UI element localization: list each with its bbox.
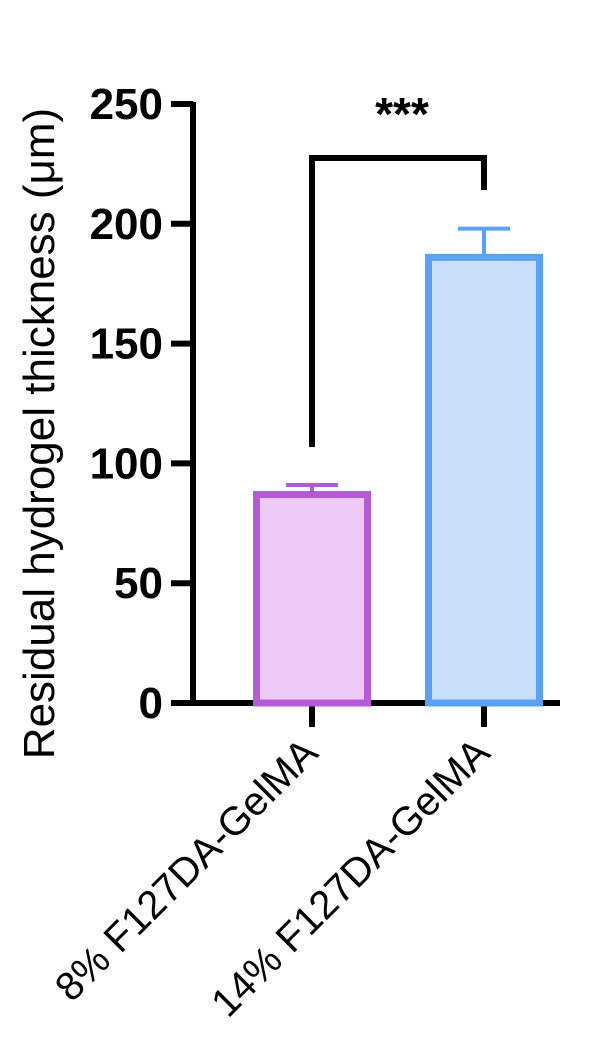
- y-tick-label: 0: [139, 679, 163, 728]
- bars: [253, 253, 543, 707]
- x-category-label: 14% F127DA-GelMA: [203, 730, 498, 1025]
- y-axis-label: Residual hydrogel thickness (μm): [15, 108, 64, 759]
- bar-2: [425, 253, 543, 707]
- y-tick-label: 250: [90, 80, 163, 129]
- y-axis: 0 50 100 150 200 250: [90, 80, 196, 728]
- significance-bracket: [309, 155, 487, 447]
- significance-annotation: ***: [309, 88, 487, 447]
- y-tick-label: 100: [90, 439, 163, 488]
- bar-1: [253, 491, 371, 707]
- y-tick-label: 50: [114, 559, 163, 608]
- y-tick-label: 150: [90, 320, 163, 369]
- y-tick-label: 200: [90, 200, 163, 249]
- significance-label: ***: [375, 88, 429, 140]
- error-bars: [286, 226, 510, 495]
